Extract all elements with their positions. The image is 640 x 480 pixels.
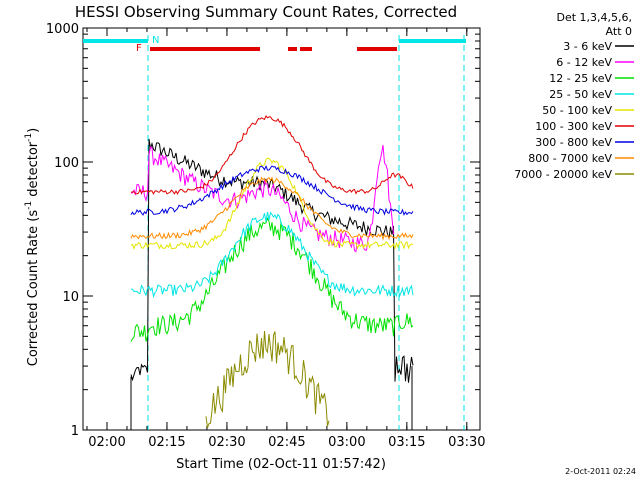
y-axis-label-sup-2: -1 (24, 133, 34, 142)
x-tick-label: 02:00 (88, 435, 125, 450)
series-line-2 (131, 144, 394, 253)
y-tick-label: 1 (71, 424, 79, 439)
series-line-5 (130, 157, 414, 250)
y-axis-label-sup: -1 (24, 201, 34, 210)
plot-area: 02:00 02:15 02:30 02:45 03:00 03:15 03:30 1 10 10… (46, 22, 486, 450)
legend-label-7: 300 - 800 keV (535, 136, 612, 149)
legend-header-line-1: Det 1,3,4,5,6, (556, 11, 632, 24)
legend-label-3: 12 - 25 keV (549, 72, 612, 85)
x-tick-label: 03:00 (328, 435, 365, 450)
legend-label-4: 25 - 50 keV (549, 88, 612, 101)
x-tick-label: 02:45 (268, 435, 305, 450)
flare-flag-label: F (136, 43, 142, 54)
y-axis-label: Corrected Count Rate (s-1 detector-1) (24, 128, 41, 366)
legend: Det 1,3,4,5,6, Att 0 3 - 6 keV 6 - 12 keV… (514, 11, 634, 181)
y-axis-label-main: Corrected Count Rate (s (26, 210, 41, 367)
series-line-7 (130, 165, 414, 216)
svg-text:Corrected Count Rate (s-1 dete: Corrected Count Rate (s-1 detector-1) (24, 128, 41, 366)
legend-label-1: 3 - 6 keV (563, 40, 612, 53)
x-tick-label: 03:30 (448, 435, 485, 450)
legend-label-5: 50 - 100 keV (542, 104, 612, 117)
legend-label-6: 100 - 300 keV (535, 120, 612, 133)
series-line-1 (130, 138, 414, 383)
legend-header-line-2: Att 0 (606, 25, 632, 38)
x-tick-label: 03:15 (388, 435, 425, 450)
x-axis-label: Start Time (02-Oct-11 01:57:42) (176, 457, 386, 472)
chart-title: HESSI Observing Summary Count Rates, Cor… (75, 3, 457, 21)
y-tick-label: 100 (54, 156, 79, 171)
y-tick-label: 10 (62, 290, 79, 305)
x-tick-label: 02:30 (208, 435, 245, 450)
y-axis-label-tail: detector (26, 141, 41, 201)
y-axis-label-close: ) (26, 128, 41, 133)
series-line-9 (205, 330, 330, 428)
series-line-6 (130, 114, 414, 195)
timestamp: 2-Oct-2011 02:24 (565, 467, 636, 476)
y-tick-label: 1000 (46, 22, 79, 37)
plot-frame (82, 27, 481, 431)
legend-label-8: 800 - 7000 keV (528, 152, 612, 165)
legend-label-9: 7000 - 20000 keV (514, 168, 612, 181)
legend-label-2: 6 - 12 keV (556, 56, 612, 69)
series-line-3 (130, 217, 414, 342)
x-tick-label: 02:15 (148, 435, 185, 450)
series-line-4 (130, 211, 414, 299)
night-flag-label: N (152, 35, 159, 46)
series-line-8 (130, 176, 414, 241)
